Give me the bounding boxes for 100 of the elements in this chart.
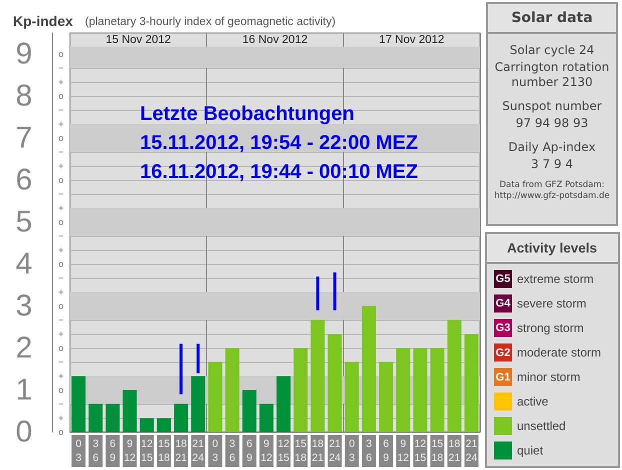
bar — [180, 344, 183, 394]
category-label: − — [58, 399, 64, 409]
bar — [156, 418, 171, 432]
legend-label: severe storm — [517, 296, 586, 310]
category-label: − — [58, 189, 64, 199]
bar — [225, 348, 240, 432]
bar — [333, 272, 336, 310]
category-label: − — [58, 105, 64, 115]
category-label: − — [58, 231, 64, 241]
category-label: + — [58, 203, 64, 213]
bar — [328, 334, 342, 432]
annotation: 16.11.2012, 19:44 - 00:10 MEZ — [140, 161, 418, 183]
bar — [276, 376, 291, 432]
x-tick-label: 15 18 — [431, 438, 444, 464]
text: 97 94 98 93 — [514, 116, 590, 131]
legend-label: active — [517, 394, 549, 408]
x-tick-label: 9 12 — [124, 438, 136, 464]
bar — [106, 404, 120, 432]
legend-label: unsettled — [517, 419, 566, 433]
x-tick-label: 12 15 — [278, 438, 290, 464]
bar — [396, 348, 410, 432]
legend-label: extreme storm — [517, 272, 594, 286]
y-tick-label: 0 — [16, 416, 32, 448]
y-tick-label: 3 — [16, 290, 32, 322]
annotation: 15 Nov 2012 — [106, 34, 171, 46]
bar — [88, 404, 103, 432]
category-label: o — [58, 175, 64, 185]
category-label: o — [58, 91, 64, 101]
text: Data from GFZ Potsdam: http://www.gfz-potsdam.de — [493, 180, 611, 202]
y-tick-label: 6 — [16, 164, 32, 196]
x-tick-label: 15 18 — [158, 438, 170, 464]
x-tick-label: 12 15 — [141, 438, 153, 464]
y-tick-label: 2 — [16, 332, 32, 364]
legend-label: minor storm — [517, 370, 580, 384]
x-tick-label: 21 24 — [466, 438, 478, 464]
text: Solar data — [488, 4, 616, 34]
x-tick-label: 21 24 — [192, 438, 204, 464]
legend-label: quiet — [517, 444, 544, 458]
text: Sunspot number — [501, 99, 603, 114]
text: 3 7 9 4 — [530, 157, 574, 172]
y-tick-label: 1 — [16, 374, 32, 406]
y-tick-label: 7 — [16, 122, 32, 154]
legend-label: strong storm — [517, 321, 584, 335]
chart-subtitle: (planetary 3-hourly index of geomagnetic activity) — [85, 16, 336, 28]
x-tick-label: 9 12 — [260, 438, 272, 464]
bar — [140, 418, 154, 432]
bar — [464, 334, 478, 432]
category-label: o — [58, 259, 64, 269]
category-label: + — [58, 287, 64, 297]
category-label: − — [58, 315, 64, 325]
bar — [413, 348, 428, 432]
bar — [310, 320, 325, 432]
x-tick-label: 0 3 — [76, 438, 82, 464]
annotation: 15.11.2012, 19:54 - 22:00 MEZ — [140, 132, 418, 154]
y-tick-label: 8 — [16, 80, 32, 112]
bar — [196, 344, 200, 374]
x-tick-label: 6 9 — [110, 438, 116, 464]
text: Carrington rotation number 2130 — [494, 60, 610, 90]
x-tick-label: 0 3 — [212, 438, 218, 464]
bar — [72, 376, 86, 432]
legend-title: Activity levels — [506, 240, 598, 256]
x-tick-label: 3 6 — [92, 438, 99, 464]
bar — [122, 390, 137, 432]
text: G5 — [496, 273, 510, 285]
category-label: + — [58, 329, 64, 339]
text: Daily Ap-index — [507, 140, 597, 155]
x-tick-label: 18 21 — [175, 438, 188, 464]
category-label: + — [58, 77, 64, 87]
category-label: o — [58, 217, 64, 227]
text: G4 — [496, 298, 512, 310]
x-tick-label: 6 9 — [246, 438, 252, 464]
bar — [344, 362, 359, 432]
annotation: Letzte Beobachtungen — [140, 103, 354, 125]
bar — [191, 376, 206, 432]
bar — [379, 362, 394, 432]
x-tick-label: 12 15 — [414, 438, 426, 464]
y-tick-label: 4 — [16, 248, 32, 280]
category-label: o — [58, 301, 64, 311]
bar — [362, 306, 376, 432]
bar — [242, 390, 256, 432]
category-label: − — [58, 357, 64, 367]
text: G3 — [496, 322, 510, 334]
chart-title: Kp-index — [13, 13, 74, 29]
category-label: − — [58, 63, 64, 73]
annotation: 17 Nov 2012 — [379, 34, 444, 46]
bar — [316, 276, 320, 310]
category-label: + — [58, 119, 64, 129]
x-tick-label: 0 3 — [348, 438, 355, 464]
y-tick-label: 9 — [16, 38, 32, 70]
x-tick-label: 18 21 — [448, 438, 460, 464]
x-tick-label: 21 24 — [328, 438, 341, 464]
category-label: + — [58, 161, 64, 171]
text: G2 — [496, 346, 510, 359]
x-tick-label: 18 21 — [312, 438, 324, 464]
category-label: o — [58, 133, 64, 143]
bar — [208, 362, 222, 432]
text: G1 — [496, 371, 510, 384]
category-label: − — [58, 273, 64, 283]
category-label: o — [58, 343, 64, 353]
x-tick-label: 15 18 — [294, 438, 307, 464]
